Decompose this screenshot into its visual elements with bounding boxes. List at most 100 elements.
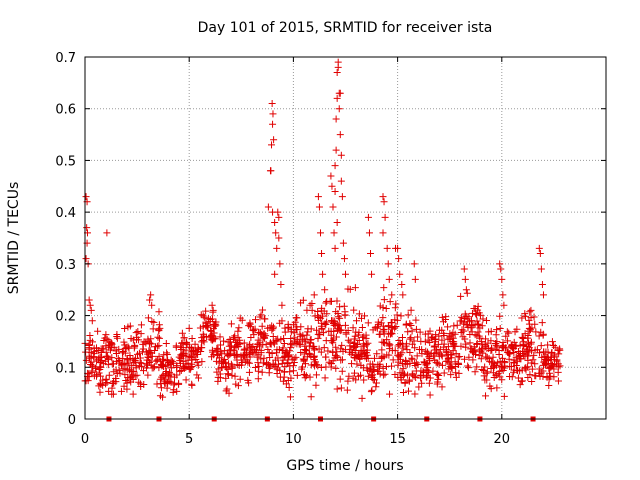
data-point: [284, 376, 292, 384]
data-point: [333, 69, 341, 77]
data-point: [361, 312, 369, 320]
data-point: [102, 375, 110, 383]
data-point: [183, 341, 191, 349]
data-point: [415, 383, 423, 391]
data-point: [272, 349, 280, 357]
data-point: [375, 330, 383, 338]
data-point: [268, 100, 276, 108]
data-point: [423, 350, 431, 358]
y-tick-label: 0.2: [55, 310, 76, 325]
data-point: [307, 393, 315, 401]
data-point: [247, 334, 255, 342]
data-point: [538, 319, 546, 327]
data-point: [87, 306, 95, 314]
data-point: [548, 348, 556, 356]
data-point: [500, 392, 508, 400]
data-point: [248, 348, 256, 356]
data-point: [499, 291, 507, 299]
data-point: [234, 327, 242, 335]
data-point: [112, 347, 120, 355]
data-point: [458, 326, 466, 334]
data-point: [192, 347, 200, 355]
data-point: [314, 193, 322, 201]
data-point: [280, 334, 288, 342]
data-point: [287, 334, 295, 342]
data-point: [173, 371, 181, 379]
data-point: [249, 342, 257, 350]
data-point: [475, 332, 483, 340]
data-point: [216, 374, 224, 382]
data-point: [145, 359, 153, 367]
data-point: [308, 306, 316, 314]
data-point: [295, 340, 303, 348]
data-point: [495, 350, 503, 358]
data-point: [431, 336, 439, 344]
data-point: [292, 353, 300, 361]
data-point: [304, 328, 312, 336]
data-point: [297, 299, 305, 307]
data-point: [229, 334, 237, 342]
data-point: [273, 244, 281, 252]
data-point: [169, 359, 177, 367]
data-point: [227, 360, 235, 368]
data-point: [314, 316, 322, 324]
data-point: [120, 338, 128, 346]
data-point: [408, 340, 416, 348]
data-point: [480, 372, 488, 380]
data-point: [267, 167, 275, 175]
data-point: [278, 301, 286, 309]
data-point: [435, 360, 443, 368]
data-point: [536, 372, 544, 380]
data-point: [300, 356, 308, 364]
data-point: [178, 339, 186, 347]
data-point: [380, 198, 388, 206]
data-point: [458, 313, 466, 321]
data-point: [88, 368, 96, 376]
data-point: [522, 347, 530, 355]
data-point: [208, 301, 216, 309]
data-point: [379, 314, 387, 322]
data-point: [411, 362, 419, 370]
data-point: [544, 341, 552, 349]
data-point: [336, 375, 344, 383]
data-point: [331, 187, 339, 195]
data-point: [155, 342, 163, 350]
data-point: [154, 333, 162, 341]
data-point: [341, 311, 349, 319]
data-point: [224, 338, 232, 346]
data-point: [241, 358, 249, 366]
data-point: [485, 354, 493, 362]
data-point: [238, 316, 246, 324]
data-point: [323, 310, 331, 318]
data-point: [182, 346, 190, 354]
data-point: [404, 328, 412, 336]
data-point: [336, 131, 344, 139]
data-point: [146, 296, 154, 304]
data-point: [271, 218, 279, 226]
data-point: [381, 213, 389, 221]
data-point: [156, 324, 164, 332]
data-point: [149, 325, 157, 333]
data-point: [475, 321, 483, 329]
data-point: [167, 364, 175, 372]
data-point: [336, 89, 344, 97]
data-point: [331, 162, 339, 170]
data-point: [535, 332, 543, 340]
data-point: [434, 359, 442, 367]
data-point: [429, 367, 437, 375]
data-point: [268, 349, 276, 357]
data-point: [406, 335, 414, 343]
data-point: [521, 310, 529, 318]
data-point: [108, 340, 116, 348]
data-point: [359, 364, 367, 372]
data-point: [324, 347, 332, 355]
data-point: [463, 315, 471, 323]
data-point: [338, 356, 346, 364]
data-point: [379, 371, 387, 379]
data-point: [162, 339, 170, 347]
data-point: [137, 359, 145, 367]
data-point: [370, 367, 378, 375]
y-tick-label: 0.3: [55, 258, 76, 273]
data-point: [325, 327, 333, 335]
